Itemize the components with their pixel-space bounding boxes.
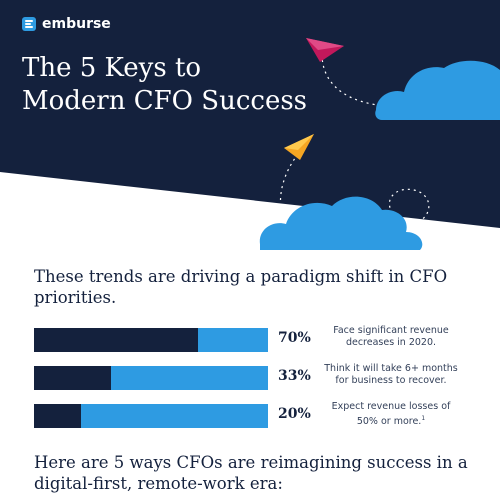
stat-bar [34, 404, 268, 428]
stat-bar-fill [34, 366, 112, 390]
outro-text: Here are 5 ways CFOs are reimagining suc… [34, 453, 468, 493]
cloud-upper [375, 60, 500, 120]
stats-list: 70% Face significant revenue decreases in… [34, 325, 474, 442]
title-line-2: Modern CFO Success [22, 86, 308, 116]
cloud-lower [259, 196, 423, 250]
paper-plane-orange-icon [284, 134, 314, 160]
stat-row: 20% Expect revenue losses of 50% or more.… [34, 401, 474, 442]
stat-row: 33% Think it will take 6+ months for busi… [34, 363, 474, 404]
brand-name: emburse [42, 16, 111, 32]
stat-bar [34, 328, 268, 352]
flight-path-lower [279, 153, 299, 223]
stat-description: Think it will take 6+ months for business… [324, 363, 458, 386]
title-line-1: The 5 Keys to [22, 53, 202, 83]
stat-percent: 70% [278, 330, 311, 346]
hero-background [0, 0, 500, 228]
stat-description: Expect revenue losses of 50% or more.1 [331, 401, 451, 428]
stat-bar-fill [34, 328, 198, 352]
stat-description: Face significant revenue decreases in 202… [333, 325, 449, 348]
stat-row: 70% Face significant revenue decreases in… [34, 325, 474, 366]
paper-plane-magenta-icon [306, 38, 344, 62]
brand-logo[interactable]: emburse [22, 16, 111, 32]
emburse-logo-icon [22, 17, 36, 31]
stat-percent: 33% [278, 368, 311, 384]
intro-text: These trends are driving a paradigm shif… [34, 267, 448, 307]
flight-path-upper [321, 53, 405, 119]
footnote-marker[interactable]: 1 [421, 415, 426, 422]
flight-path-loop [388, 188, 430, 223]
stat-bar-fill [34, 404, 81, 428]
hero-banner [0, 0, 500, 250]
page-title: The 5 Keys to Modern CFO Success [22, 52, 332, 118]
stat-bar [34, 366, 268, 390]
stat-percent: 20% [278, 406, 311, 422]
